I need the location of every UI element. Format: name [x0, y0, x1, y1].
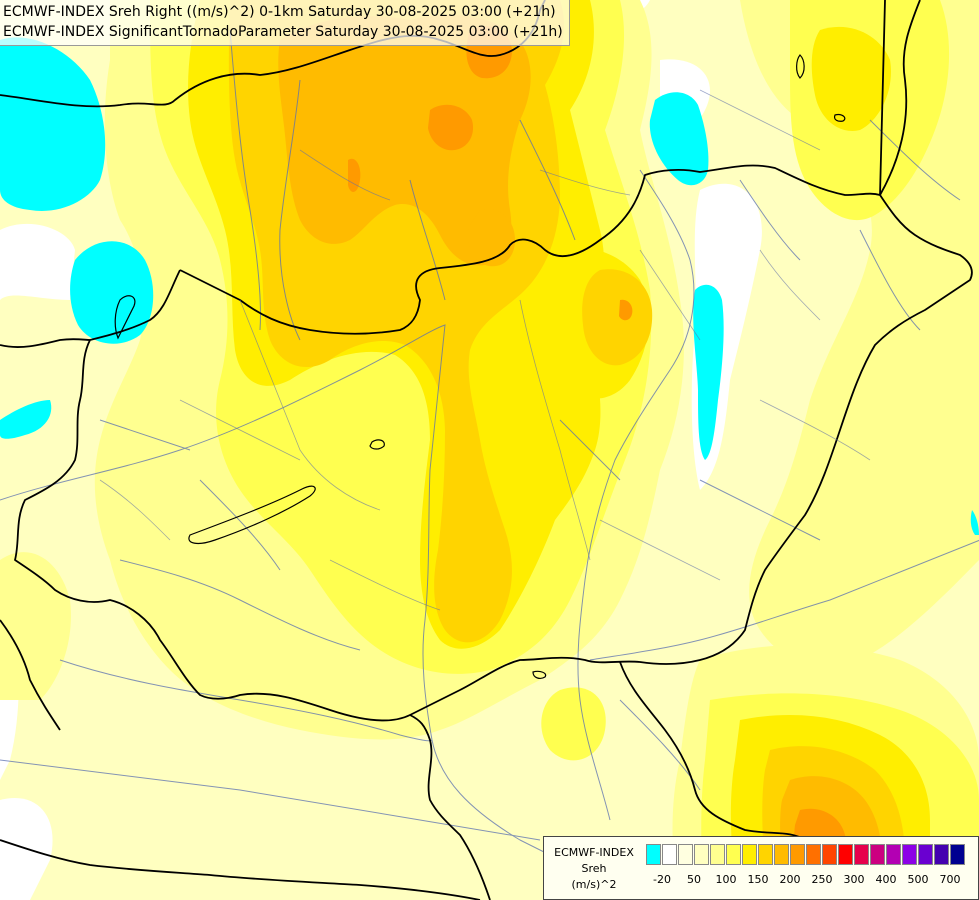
legend-swatch-18 — [934, 844, 949, 865]
map-title-box: ECMWF-INDEX Sreh Right ((m/s)^2) 0-1km S… — [0, 0, 570, 46]
title-sreh: ECMWF-INDEX Sreh Right ((m/s)^2) 0-1km S… — [3, 4, 556, 20]
border-romania-serbia — [619, 661, 806, 841]
legend-tick-3: 150 — [747, 873, 769, 886]
legend-ticks: -20 50 100 150 200 250 300 400 500 700 — [646, 873, 976, 889]
lake-small-5 — [532, 670, 547, 679]
legend-title-unit: (m/s)^2 — [571, 878, 617, 891]
border-croatia — [0, 619, 61, 731]
border-slovakia-hungary — [179, 0, 886, 335]
border-hungary-romania — [409, 194, 973, 716]
legend-swatch-1 — [662, 844, 677, 865]
legend-title-source: ECMWF-INDEX — [554, 846, 634, 859]
legend-title-param: Sreh — [581, 862, 607, 875]
border-west — [14, 269, 491, 900]
lake-balaton — [188, 485, 316, 545]
legend-swatch-3 — [694, 844, 709, 865]
legend-swatch-12 — [838, 844, 853, 865]
lake-small-4 — [114, 295, 136, 340]
field-cyan — [0, 37, 979, 535]
river-network — [0, 29, 979, 900]
tisza-river — [577, 169, 695, 821]
legend-swatch-19 — [950, 844, 965, 865]
legend-tick-4: 200 — [779, 873, 801, 886]
legend-swatch-0 — [646, 844, 661, 865]
drava-river — [59, 659, 433, 742]
border-north — [0, 0, 546, 108]
legend-swatch-7 — [758, 844, 773, 865]
legend-tick-7: 400 — [875, 873, 897, 886]
danube-river — [0, 324, 641, 900]
legend-swatch-6 — [742, 844, 757, 865]
legend-tick-5: 250 — [811, 873, 833, 886]
legend-tick-9: 700 — [939, 873, 961, 886]
mures-river — [589, 539, 979, 661]
legend-swatch-11 — [822, 844, 837, 865]
color-legend: ECMWF-INDEX Sreh (m/s)^2 -20 50 100 150 200 2… — [543, 836, 979, 900]
legend-swatch-9 — [790, 844, 805, 865]
legend-swatch-8 — [774, 844, 789, 865]
legend-tick-2: 100 — [715, 873, 737, 886]
title-stp: ECMWF-INDEX SignificantTornadoParameter … — [3, 24, 563, 40]
sava-river — [0, 759, 541, 841]
lakes — [114, 54, 846, 679]
legend-swatches — [646, 844, 966, 865]
legend-swatch-2 — [678, 844, 693, 865]
region-borders — [99, 89, 871, 611]
legend-swatch-10 — [806, 844, 821, 865]
morava-river — [229, 29, 262, 331]
legend-tick-8: 500 — [907, 873, 929, 886]
legend-swatch-16 — [902, 844, 917, 865]
legend-swatch-15 — [886, 844, 901, 865]
legend-tick-0: -20 — [653, 873, 671, 886]
legend-swatch-4 — [710, 844, 725, 865]
lake-small-2 — [796, 54, 805, 79]
legend-swatch-17 — [918, 844, 933, 865]
lake-small-1 — [369, 439, 385, 450]
vah-river — [279, 79, 301, 341]
border-south — [0, 839, 481, 900]
legend-swatch-5 — [726, 844, 741, 865]
legend-swatch-14 — [870, 844, 885, 865]
lake-small-3 — [833, 113, 846, 122]
legend-tick-1: 50 — [687, 873, 701, 886]
legend-swatch-13 — [854, 844, 869, 865]
legend-tick-6: 300 — [843, 873, 865, 886]
border-northwest — [0, 338, 91, 348]
border-east — [879, 0, 921, 196]
